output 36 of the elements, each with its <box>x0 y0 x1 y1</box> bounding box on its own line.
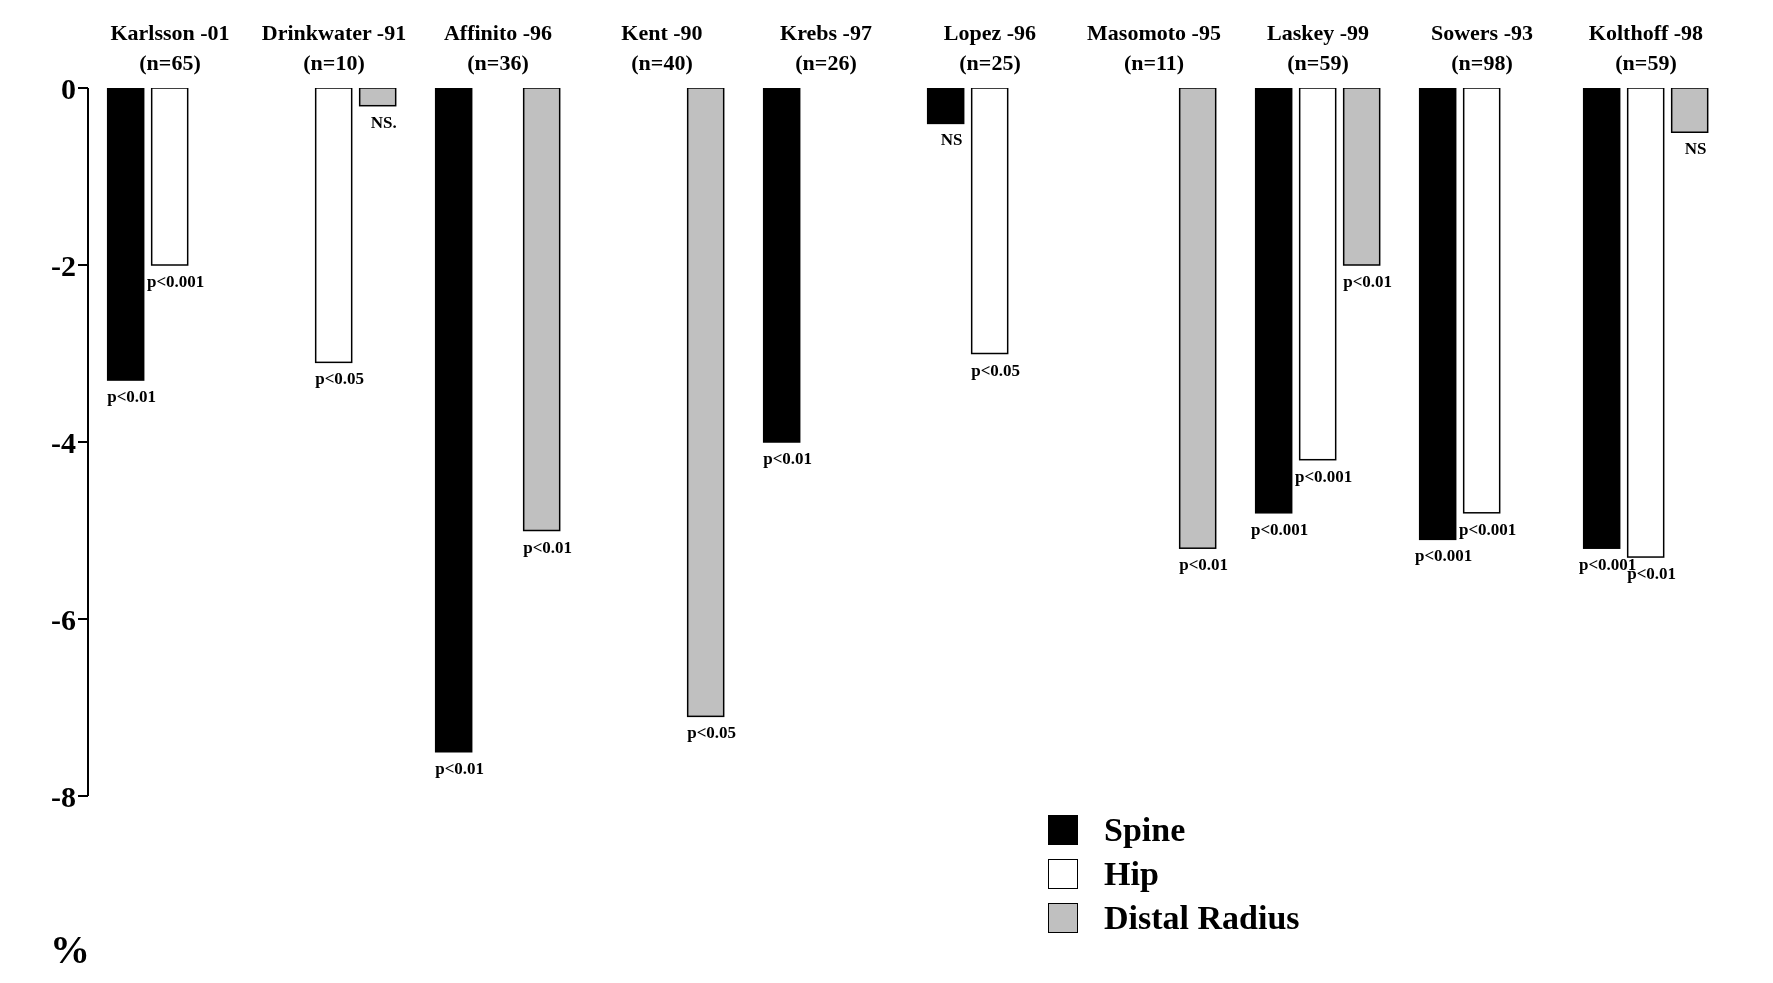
data-label: p<0.01 <box>523 537 573 557</box>
data-label: p<0.01 <box>1179 555 1229 575</box>
y-tick-label: -2 <box>51 248 76 282</box>
x-tick-label: Drinkwater -91 (n=10) <box>261 20 407 75</box>
data-label: p<0.01 <box>107 387 157 407</box>
data-label: p<0.001 <box>1250 519 1309 539</box>
x-tick-label: Laskey -99 (n=59) <box>1266 20 1370 75</box>
data-label: NS <box>940 130 963 150</box>
data-label: p<0.001 <box>1458 519 1517 539</box>
data-label: p<0.01 <box>1343 272 1393 291</box>
data-label: p<0.05 <box>315 369 365 389</box>
data-label: NS. <box>370 112 397 132</box>
y-tick-label: -8 <box>51 779 76 813</box>
x-tick-label: Karlsson -01 (n=65) <box>110 20 230 75</box>
data-label: p<0.001 <box>1294 466 1353 486</box>
x-tick-label: Sowers -93 (n=98) <box>1430 20 1534 75</box>
data-label: p<0.01 <box>435 758 485 778</box>
legend-label: Hip <box>1104 855 1159 893</box>
x-tick-label: Krebs -97 (n=26) <box>780 20 872 75</box>
data-label: p<0.05 <box>687 723 737 743</box>
data-label: p<0.01 <box>763 449 813 468</box>
legend-label: Spine <box>1104 811 1186 849</box>
x-tick-label: Kent -90 (n=40) <box>621 20 703 75</box>
x-tick-label: Affinito -96 (n=36) <box>443 20 553 75</box>
x-tick-label: Kolthoff -98 (n=59) <box>1588 20 1704 75</box>
y-tick-label: -4 <box>51 425 76 459</box>
data-label: p<0.05 <box>971 360 1021 380</box>
data-label: p<0.001 <box>146 272 205 291</box>
x-tick-label: Masomoto -95 (n=11) <box>1087 20 1221 75</box>
legend-label: Distal Radius <box>1104 899 1300 937</box>
y-axis-title: % <box>50 926 90 973</box>
x-tick-label: Lopez -96 (n=25) <box>943 20 1037 75</box>
y-tick-label: 0 <box>61 71 76 105</box>
data-label: p<0.001 <box>1414 546 1473 566</box>
data-label: NS <box>1684 139 1707 159</box>
y-tick-label: -6 <box>51 602 76 636</box>
